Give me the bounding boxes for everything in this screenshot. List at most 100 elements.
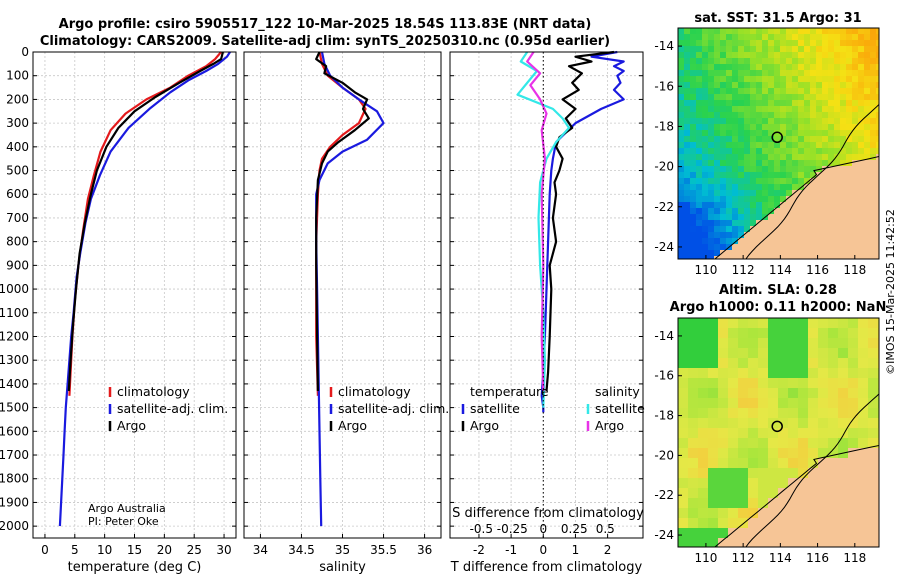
x-tick-label: 1 — [572, 543, 580, 557]
map-lon-tick: 116 — [806, 263, 829, 277]
legend-label: satellite-adj. clim. — [338, 401, 449, 416]
x-tick-label: 36 — [417, 543, 432, 557]
legend-label: climatology — [338, 384, 411, 399]
series-line-argo — [67, 51, 224, 392]
title-line1: Argo profile: csiro 5905517_122 10-Mar-2… — [59, 17, 592, 32]
x-tick-label: 5 — [71, 543, 79, 557]
y-tick-label: 600 — [6, 187, 29, 201]
x-tick-label: 34 — [253, 543, 268, 557]
sla-map-title1: Altim. SLA: 0.28 — [719, 283, 837, 298]
legend-label: satellite — [595, 401, 645, 416]
y-tick-label: 1100 — [0, 306, 29, 320]
legend-label: Argo — [338, 418, 367, 433]
x-axis-label: temperature (deg C) — [68, 560, 202, 575]
map-lat-tick: -14 — [654, 39, 674, 53]
series-line-argo — [315, 51, 370, 392]
x-tick-label: 30 — [216, 543, 231, 557]
salinity-panel: 34 34.5 35 35.5 36 salinity climatology satelli… — [243, 51, 449, 575]
x-tick-label: 0 — [539, 543, 547, 557]
map-lat-tick: -18 — [654, 119, 674, 133]
x-tick-label: -1 — [505, 543, 517, 557]
title-line2: Climatology: CARS2009. Satellite-adj cli… — [40, 34, 610, 49]
x-tick-label: 35 — [335, 543, 350, 557]
x-tick-label: 35.5 — [370, 543, 397, 557]
y-tick-label: 1300 — [0, 353, 29, 367]
x-tick-label: 2 — [604, 543, 612, 557]
map-lat-tick: -16 — [654, 79, 674, 93]
y-tick-label: 1700 — [0, 448, 29, 462]
s-tick-label: -0.5 — [470, 522, 493, 536]
y-tick-label: 400 — [6, 140, 29, 154]
y-tick-label: 1500 — [0, 401, 29, 415]
map-lon-tick: 118 — [843, 551, 866, 565]
x-tick-label: 34.5 — [288, 543, 315, 557]
map-lon-tick: 110 — [694, 551, 717, 565]
y-tick-label: 200 — [6, 92, 29, 106]
map-lon-tick: 118 — [843, 263, 866, 277]
map-lat-tick: -20 — [654, 448, 674, 462]
series-line-t-argo — [545, 50, 615, 392]
s-difference-label: S difference from climatology — [452, 506, 644, 521]
y-tick-label: 1400 — [0, 377, 29, 391]
y-tick-label: 1800 — [0, 472, 29, 486]
legend-label: Argo — [117, 418, 146, 433]
sst-map: 110 112 114 116 118 -14 -16 -18 -20 -22 -24 sat. SS… — [654, 11, 880, 277]
y-tick-label: 500 — [6, 164, 29, 178]
x-axis-label: T difference from climatology — [450, 560, 643, 575]
s-tick-label: 0.5 — [596, 522, 615, 536]
y-tick-label: 1000 — [0, 282, 29, 296]
y-tick-label: 2000 — [0, 519, 29, 533]
map-lat-tick: -14 — [654, 329, 674, 343]
sla-map-title2: Argo h1000: 0.11 h2000: NaN — [670, 300, 887, 315]
sla-map: 110 112 114 116 118 -14 -16 -18 -20 -22 -24 Altim. … — [654, 283, 887, 565]
argo-float-marker — [771, 131, 783, 144]
map-lat-tick: -22 — [654, 200, 674, 214]
map-lon-tick: 114 — [769, 263, 792, 277]
y-tick-label: 900 — [6, 258, 29, 272]
map-lon-tick: 116 — [806, 551, 829, 565]
legend-label: Argo — [595, 418, 624, 433]
s-tick-label: -0.25 — [497, 522, 528, 536]
s-tick-label: 0 — [539, 522, 547, 536]
legend-salinity-title: salinity — [595, 384, 640, 399]
note-line2: PI: Peter Oke — [88, 515, 159, 528]
x-tick-label: 0 — [41, 543, 49, 557]
sst-map-title: sat. SST: 31.5 Argo: 31 — [694, 11, 861, 26]
timestamp-stamp: ©IMOS 15-Mar-2025 11:42:52 — [884, 209, 897, 375]
map-lon-tick: 112 — [732, 551, 755, 565]
legend-label: satellite — [470, 401, 520, 416]
x-tick-label: 25 — [187, 543, 202, 557]
map-lat-tick: -16 — [654, 369, 674, 383]
x-tick-label: 15 — [127, 543, 142, 557]
x-tick-label: 20 — [157, 543, 172, 557]
y-tick-label: 300 — [6, 116, 29, 130]
y-tick-label: 100 — [6, 69, 29, 83]
legend-label: Argo — [470, 418, 499, 433]
map-lat-tick: -24 — [654, 528, 674, 542]
s-tick-label: 0.25 — [561, 522, 588, 536]
x-tick-label: -2 — [473, 543, 485, 557]
y-tick-label: 800 — [6, 235, 29, 249]
y-tick-label: 700 — [6, 211, 29, 225]
legend-label: satellite-adj. clim. — [117, 401, 228, 416]
note-line1: Argo Australia — [88, 502, 166, 515]
map-lat-tick: -22 — [654, 488, 674, 502]
map-lat-tick: -18 — [654, 409, 674, 423]
map-lat-tick: -20 — [654, 160, 674, 174]
y-tick-label: 1900 — [0, 495, 29, 509]
map-lon-tick: 110 — [694, 263, 717, 277]
difference-panel: -2 -1 0 1 2 T difference from climatology temp… — [449, 50, 645, 575]
map-lon-tick: 114 — [769, 551, 792, 565]
legend-temperature-title: temperature — [470, 384, 549, 399]
y-tick-label: 1200 — [0, 329, 29, 343]
map-lat-tick: -24 — [654, 240, 674, 254]
y-tick-label: 1600 — [0, 424, 29, 438]
map-lon-tick: 112 — [732, 263, 755, 277]
argo-float-marker — [771, 420, 783, 433]
legend-label: climatology — [117, 384, 190, 399]
temperature-panel: 0100200300400500600700800900100011001200… — [0, 45, 237, 575]
x-tick-label: 10 — [97, 543, 112, 557]
y-tick-label: 0 — [21, 45, 29, 59]
